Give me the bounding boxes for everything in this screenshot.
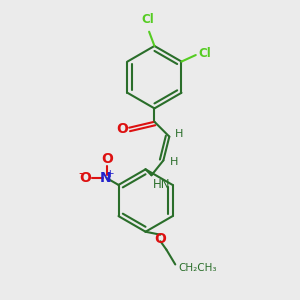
Text: N: N	[100, 171, 112, 185]
Text: Cl: Cl	[141, 14, 154, 26]
Text: CH₂CH₃: CH₂CH₃	[178, 263, 217, 273]
Text: O: O	[79, 171, 91, 185]
Text: HN: HN	[152, 178, 170, 191]
Text: -: -	[79, 167, 83, 180]
Text: H: H	[170, 157, 178, 167]
Text: O: O	[101, 152, 113, 166]
Text: H: H	[175, 129, 184, 139]
Text: +: +	[106, 169, 115, 179]
Text: Cl: Cl	[199, 47, 212, 60]
Text: O: O	[117, 122, 129, 136]
Text: O: O	[154, 232, 166, 247]
